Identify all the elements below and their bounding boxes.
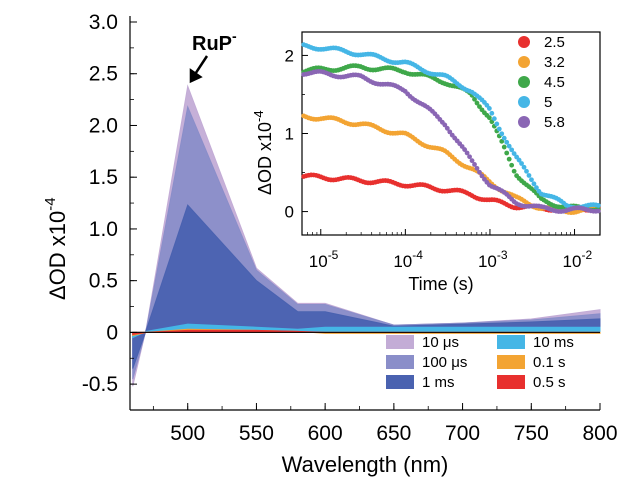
x-tick-label: 500: [170, 422, 205, 445]
legend-swatch: [386, 355, 414, 369]
legend-label: 0.1 s: [533, 354, 566, 371]
data-point: [511, 168, 517, 174]
y-tick-label: 2.0: [89, 114, 118, 137]
inset-legend-marker: [518, 76, 530, 88]
inset-legend-label: 2.5: [544, 34, 565, 51]
main-spectrum-chart: 3.0 2.5 2.0 1.5 1.0 0.5 0 -0.5 500 550 600 650 700 75…: [42, 11, 618, 477]
inset-legend-label: 4.5: [544, 74, 565, 91]
data-point: [442, 122, 448, 128]
y-tick-label: 0.5: [89, 270, 118, 293]
inset-x-tick-label: 10-4: [393, 248, 423, 271]
data-point: [595, 208, 601, 214]
annotation-label: RuP-: [192, 28, 237, 55]
inset-x-tick-label: 10-2: [563, 248, 593, 271]
data-point: [477, 169, 482, 175]
data-point: [467, 154, 472, 160]
annotation-arrowhead: [189, 68, 203, 84]
data-point: [486, 106, 492, 111]
area-series-3: [132, 323, 601, 339]
data-point: [504, 139, 510, 145]
data-point: [444, 125, 450, 131]
data-point: [491, 116, 497, 122]
legend-label: 10 μs: [422, 334, 459, 351]
data-point: [499, 131, 505, 137]
inset-legend-label: 5.8: [544, 114, 565, 131]
data-point: [462, 147, 468, 152]
data-point: [506, 156, 512, 162]
data-point: [504, 150, 510, 156]
x-tick-label: 700: [445, 422, 480, 445]
legend-swatch: [386, 375, 414, 389]
x-axis-label: Wavelength (nm): [282, 452, 449, 477]
legend-label: 100 μs: [422, 354, 467, 371]
data-point: [509, 147, 515, 153]
data-point: [595, 203, 601, 208]
y-axis-label: ΔOD x10-4: [42, 197, 70, 300]
data-point: [509, 162, 515, 168]
data-point: [511, 151, 517, 157]
inset-legend-label: 5: [544, 94, 552, 111]
data-point: [489, 110, 495, 116]
data-point: [529, 177, 534, 183]
inset-legend-label: 3.2: [544, 54, 565, 71]
legend-swatch: [386, 335, 414, 349]
legend-swatch: [497, 355, 525, 369]
legend-swatch: [497, 335, 525, 349]
data-point: [494, 121, 500, 127]
data-point: [524, 168, 529, 174]
y-tick-label: 1.0: [89, 218, 118, 241]
inset-kinetics-chart: 2 1 0 10-5 10-4 10-3 10-2 Time (s) ΔOD x10-4 2.5 3…: [251, 31, 601, 294]
inset-legend-marker: [518, 36, 530, 48]
data-point: [477, 104, 482, 110]
data-point: [531, 181, 537, 187]
inset-legend-marker: [518, 116, 530, 128]
y-tick-label: -0.5: [82, 373, 118, 396]
data-point: [526, 173, 532, 178]
data-point: [472, 162, 477, 167]
data-point: [472, 96, 477, 102]
y-tick-label: 2.5: [89, 63, 118, 86]
inset-y-tick-label: 2: [285, 46, 294, 65]
data-point: [474, 100, 480, 106]
inset-y-tick-label: 0: [285, 203, 294, 222]
data-point: [519, 161, 524, 166]
inset-x-axis-label: Time (s): [408, 274, 473, 294]
data-point: [479, 173, 485, 179]
inset-x-tick-label: 10-5: [309, 248, 339, 271]
x-tick-label: 600: [308, 422, 343, 445]
data-point: [496, 126, 502, 132]
x-tick-label: 800: [582, 422, 617, 445]
data-point: [521, 164, 527, 170]
y-tick-label: 1.5: [89, 166, 118, 189]
legend-label: 0.5 s: [533, 374, 566, 391]
data-point: [501, 144, 507, 150]
legend-label: 1 ms: [422, 374, 455, 391]
inset-x-tick-label: 10-3: [478, 248, 508, 271]
data-point: [469, 158, 475, 164]
data-point: [464, 150, 470, 156]
legend-label: 10 ms: [533, 334, 574, 351]
inset-y-tick-label: 1: [285, 125, 294, 144]
inset-legend-marker: [518, 56, 530, 68]
data-point: [534, 185, 539, 191]
y-tick-label: 3.0: [89, 11, 118, 34]
inset-legend-marker: [518, 96, 530, 108]
x-tick-label: 650: [376, 422, 411, 445]
y-tick-label: 0: [106, 321, 118, 344]
inset-y-axis-label: ΔOD x10-4: [251, 110, 275, 195]
x-tick-label: 750: [514, 422, 549, 445]
data-point: [447, 129, 453, 135]
legend-swatch: [497, 375, 525, 389]
data-point: [516, 157, 522, 163]
data-point: [501, 135, 507, 141]
data-point: [474, 165, 480, 171]
data-point: [506, 143, 512, 149]
x-tick-label: 550: [239, 422, 274, 445]
data-point: [486, 115, 492, 121]
